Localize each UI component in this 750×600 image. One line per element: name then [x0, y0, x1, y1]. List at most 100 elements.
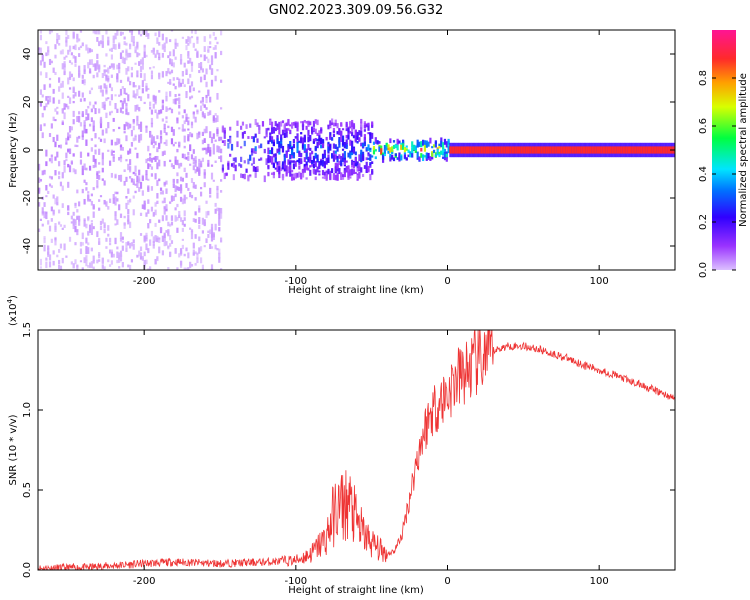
heatmap-cell [216, 145, 219, 153]
heatmap-cell [178, 80, 181, 88]
heatmap-cell [618, 146, 621, 154]
heatmap-cell [176, 172, 179, 177]
heatmap-cell [190, 235, 194, 240]
heatmap-cell [50, 60, 53, 64]
heatmap-cell [108, 160, 112, 166]
heatmap-cell [562, 146, 565, 154]
heatmap-cell [540, 146, 543, 154]
heatmap-cell [414, 145, 417, 151]
heatmap-cell [110, 110, 113, 114]
y-tick-label: 1.0 [22, 402, 33, 418]
heatmap-cell [418, 141, 421, 147]
heatmap-cell [289, 170, 292, 177]
heatmap-cell [92, 211, 95, 218]
heatmap-cell [456, 146, 459, 154]
heatmap-cell [163, 197, 166, 204]
heatmap-cell [110, 172, 113, 178]
heatmap-cell [513, 146, 516, 154]
heatmap-cell [190, 231, 194, 236]
heatmap-cell [170, 108, 174, 114]
heatmap-cell [409, 154, 412, 158]
heatmap-cell [194, 184, 197, 189]
heatmap-cell [220, 30, 223, 36]
heatmap-cell [78, 201, 81, 207]
heatmap-cell [98, 108, 101, 114]
heatmap-cell [272, 128, 275, 134]
heatmap-cell [165, 180, 168, 185]
heatmap-cell [114, 141, 117, 146]
heatmap-cell [110, 54, 113, 60]
heatmap-cell [63, 107, 66, 110]
heatmap-cell [85, 246, 88, 250]
heatmap-cell [178, 163, 181, 169]
heatmap-cell [90, 247, 93, 252]
heatmap-cell [218, 227, 221, 232]
heatmap-cell [609, 146, 612, 154]
heatmap-cell [360, 167, 363, 173]
heatmap-cell [576, 146, 579, 154]
heatmap-cell [48, 95, 52, 103]
heatmap-cell [143, 236, 146, 243]
heatmap-cell [343, 141, 346, 149]
heatmap-cell [660, 146, 663, 154]
heatmap-cell [143, 51, 146, 58]
heatmap-cell [123, 97, 126, 103]
heatmap-cell [278, 166, 281, 171]
multiplier-close: ) [8, 295, 19, 299]
heatmap-cell [123, 222, 126, 229]
heatmap-cell [312, 141, 316, 144]
heatmap-cell [176, 42, 179, 47]
heatmap-cell [543, 146, 546, 154]
heatmap-cell [154, 54, 157, 58]
heatmap-cell [198, 224, 201, 229]
heatmap-cell [183, 120, 186, 125]
heatmap-cell [58, 86, 61, 92]
heatmap-cell [48, 175, 52, 179]
heatmap-cell [76, 215, 79, 220]
heatmap-cell [278, 121, 281, 129]
heatmap-cell [129, 124, 132, 129]
heatmap-cell [380, 148, 383, 155]
heatmap-cell [63, 165, 66, 173]
heatmap-cell [103, 138, 106, 144]
heatmap-cell [145, 30, 148, 37]
heatmap-cell [267, 147, 270, 155]
heatmap-cell [116, 198, 119, 202]
heatmap-cell [309, 152, 312, 159]
heatmap-cell [338, 160, 341, 166]
heatmap-cell [101, 152, 104, 160]
heatmap-cell [159, 137, 163, 144]
heatmap-cell [98, 170, 101, 174]
heatmap-cell [210, 236, 214, 242]
heatmap-cell [81, 242, 84, 246]
heatmap-cell [250, 148, 254, 153]
heatmap-cell [158, 109, 161, 115]
heatmap-cell [87, 113, 90, 121]
heatmap-cell [334, 122, 337, 127]
heatmap-cell [54, 54, 57, 59]
heatmap-cell [149, 131, 152, 138]
heatmap-cell [119, 88, 123, 96]
heatmap-cell [72, 211, 75, 216]
heatmap-cell [194, 48, 197, 51]
heatmap-cell [143, 101, 146, 105]
heatmap-cell [92, 226, 95, 230]
heatmap-cell [145, 83, 148, 89]
heatmap-cell [165, 188, 168, 194]
heatmap-cell [123, 131, 126, 134]
heatmap-cell [432, 149, 436, 154]
heatmap-cell [94, 101, 97, 105]
heatmap-cell [167, 245, 170, 250]
heatmap-cell [167, 68, 170, 74]
heatmap-cell [152, 66, 155, 69]
heatmap-cell [156, 200, 159, 204]
heatmap-cell [107, 225, 110, 231]
heatmap-cell [349, 176, 352, 179]
heatmap-cell [203, 54, 206, 61]
heatmap-cell [254, 166, 257, 173]
heatmap-cell [116, 246, 119, 250]
heatmap-cell [185, 95, 188, 99]
heatmap-cell [442, 152, 445, 156]
heatmap-cell [139, 256, 143, 260]
heatmap-cell [103, 199, 106, 205]
